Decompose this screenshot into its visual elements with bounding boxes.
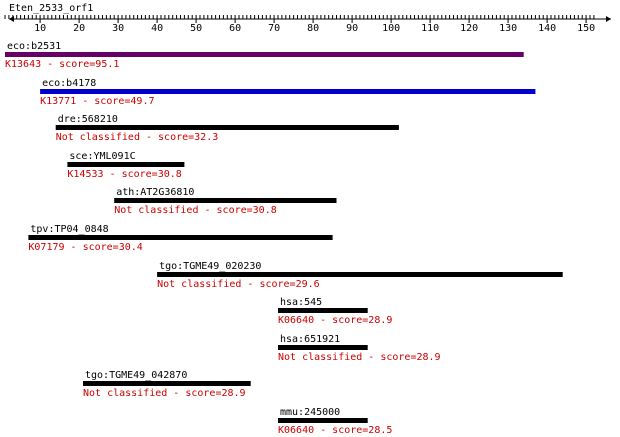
ruler-tick-label: 30	[112, 23, 124, 34]
hit-row[interactable]: tgo:TGME49_020230 Not classified - score=…	[157, 261, 563, 290]
hit-alignment-bar[interactable]	[278, 345, 368, 350]
hit-gene-link[interactable]: tpv:TP04_0848	[30, 224, 108, 235]
hit-gene-link[interactable]: mmu:245000	[280, 407, 340, 418]
hit-classification-link[interactable]: Not classified - score=32.3	[56, 132, 219, 143]
hit-alignment-bar[interactable]	[5, 52, 524, 57]
hit-classification-link[interactable]: K13771 - score=49.7	[40, 96, 154, 107]
hit-classification-link[interactable]: Not classified - score=28.9	[278, 352, 441, 363]
ruler-tick-label: 70	[268, 23, 280, 34]
ruler-tick-label: 40	[151, 23, 163, 34]
hit-classification-link[interactable]: Not classified - score=28.9	[83, 388, 246, 399]
hit-row[interactable]: dre:568210 Not classified - score=32.3	[55, 114, 399, 143]
ruler-tick-label: 20	[73, 23, 85, 34]
hit-gene-link[interactable]: ath:AT2G36810	[116, 187, 194, 198]
hit-alignment-bar[interactable]	[278, 418, 368, 423]
hit-classification-link[interactable]: K14533 - score=30.8	[67, 169, 181, 180]
ruler-tick-label: 130	[499, 23, 517, 34]
ruler-tick-label: 100	[382, 23, 400, 34]
ruler-tick-label: 90	[346, 23, 358, 34]
hit-row[interactable]: tpv:TP04_0848 K07179 - score=30.4	[28, 224, 333, 253]
hit-gene-link[interactable]: tgo:TGME49_042870	[85, 370, 187, 381]
hit-row[interactable]: hsa:651921 Not classified - score=28.9	[278, 334, 441, 363]
hit-row[interactable]: sce:YML091C K14533 - score=30.8	[67, 151, 185, 180]
ruler-tick-label: 150	[577, 23, 595, 34]
hit-gene-link[interactable]: hsa:651921	[280, 334, 340, 345]
ruler-tick-label: 110	[421, 23, 439, 34]
hit-row[interactable]: mmu:245000 K06640 - score=28.5	[278, 407, 392, 436]
hit-alignment-bar[interactable]	[28, 235, 333, 240]
hit-gene-link[interactable]: tgo:TGME49_020230	[159, 261, 261, 272]
hit-row[interactable]: eco:b2531 K13643 - score=95.1	[5, 41, 524, 70]
ruler-tick-label: 50	[190, 23, 202, 34]
hit-gene-link[interactable]: eco:b4178	[42, 78, 96, 89]
ruler-tick-label: 10	[34, 23, 46, 34]
hit-gene-link[interactable]: sce:YML091C	[69, 151, 135, 162]
hit-alignment-bar[interactable]	[114, 198, 337, 203]
ruler-tick-label: 80	[307, 23, 319, 34]
hit-row[interactable]: tgo:TGME49_042870 Not classified - score=…	[83, 370, 251, 399]
ruler-right-arrow-icon	[606, 16, 611, 22]
hit-classification-link[interactable]: K06640 - score=28.9	[278, 315, 392, 326]
ruler-tick-label: 140	[538, 23, 556, 34]
hit-row[interactable]: ath:AT2G36810 Not classified - score=30.8	[114, 187, 337, 216]
ruler-tick-label: 120	[460, 23, 478, 34]
hit-classification-link[interactable]: K06640 - score=28.5	[278, 425, 392, 436]
hit-classification-link[interactable]: Not classified - score=29.6	[157, 279, 320, 290]
hit-alignment-bar[interactable]	[278, 308, 368, 313]
hit-classification-link[interactable]: K07179 - score=30.4	[28, 242, 142, 253]
hit-alignment-bar[interactable]	[55, 125, 399, 130]
query-title: Eten_2533_orf1	[9, 3, 93, 14]
hit-list: eco:b2531 K13643 - score=95.1 eco:b4178 K13…	[5, 41, 563, 436]
hit-classification-link[interactable]: K13643 - score=95.1	[5, 59, 119, 70]
position-ruler: 10 20 30 40 50 60 70 80 90 100 110 120 130 140 150	[4, 15, 611, 34]
hit-alignment-bar[interactable]	[157, 272, 563, 277]
hit-alignment-bar[interactable]	[40, 89, 536, 94]
hit-gene-link[interactable]: dre:568210	[58, 114, 118, 125]
hit-alignment-bar[interactable]	[83, 381, 251, 386]
hit-row[interactable]: hsa:545 K06640 - score=28.9	[278, 297, 392, 326]
ruler-tick-label: 60	[229, 23, 241, 34]
hit-gene-link[interactable]: eco:b2531	[7, 41, 61, 52]
hit-alignment-bar[interactable]	[67, 162, 185, 167]
hit-classification-link[interactable]: Not classified - score=30.8	[114, 205, 277, 216]
hit-gene-link[interactable]: hsa:545	[280, 297, 322, 308]
hit-row[interactable]: eco:b4178 K13771 - score=49.7	[40, 78, 536, 107]
